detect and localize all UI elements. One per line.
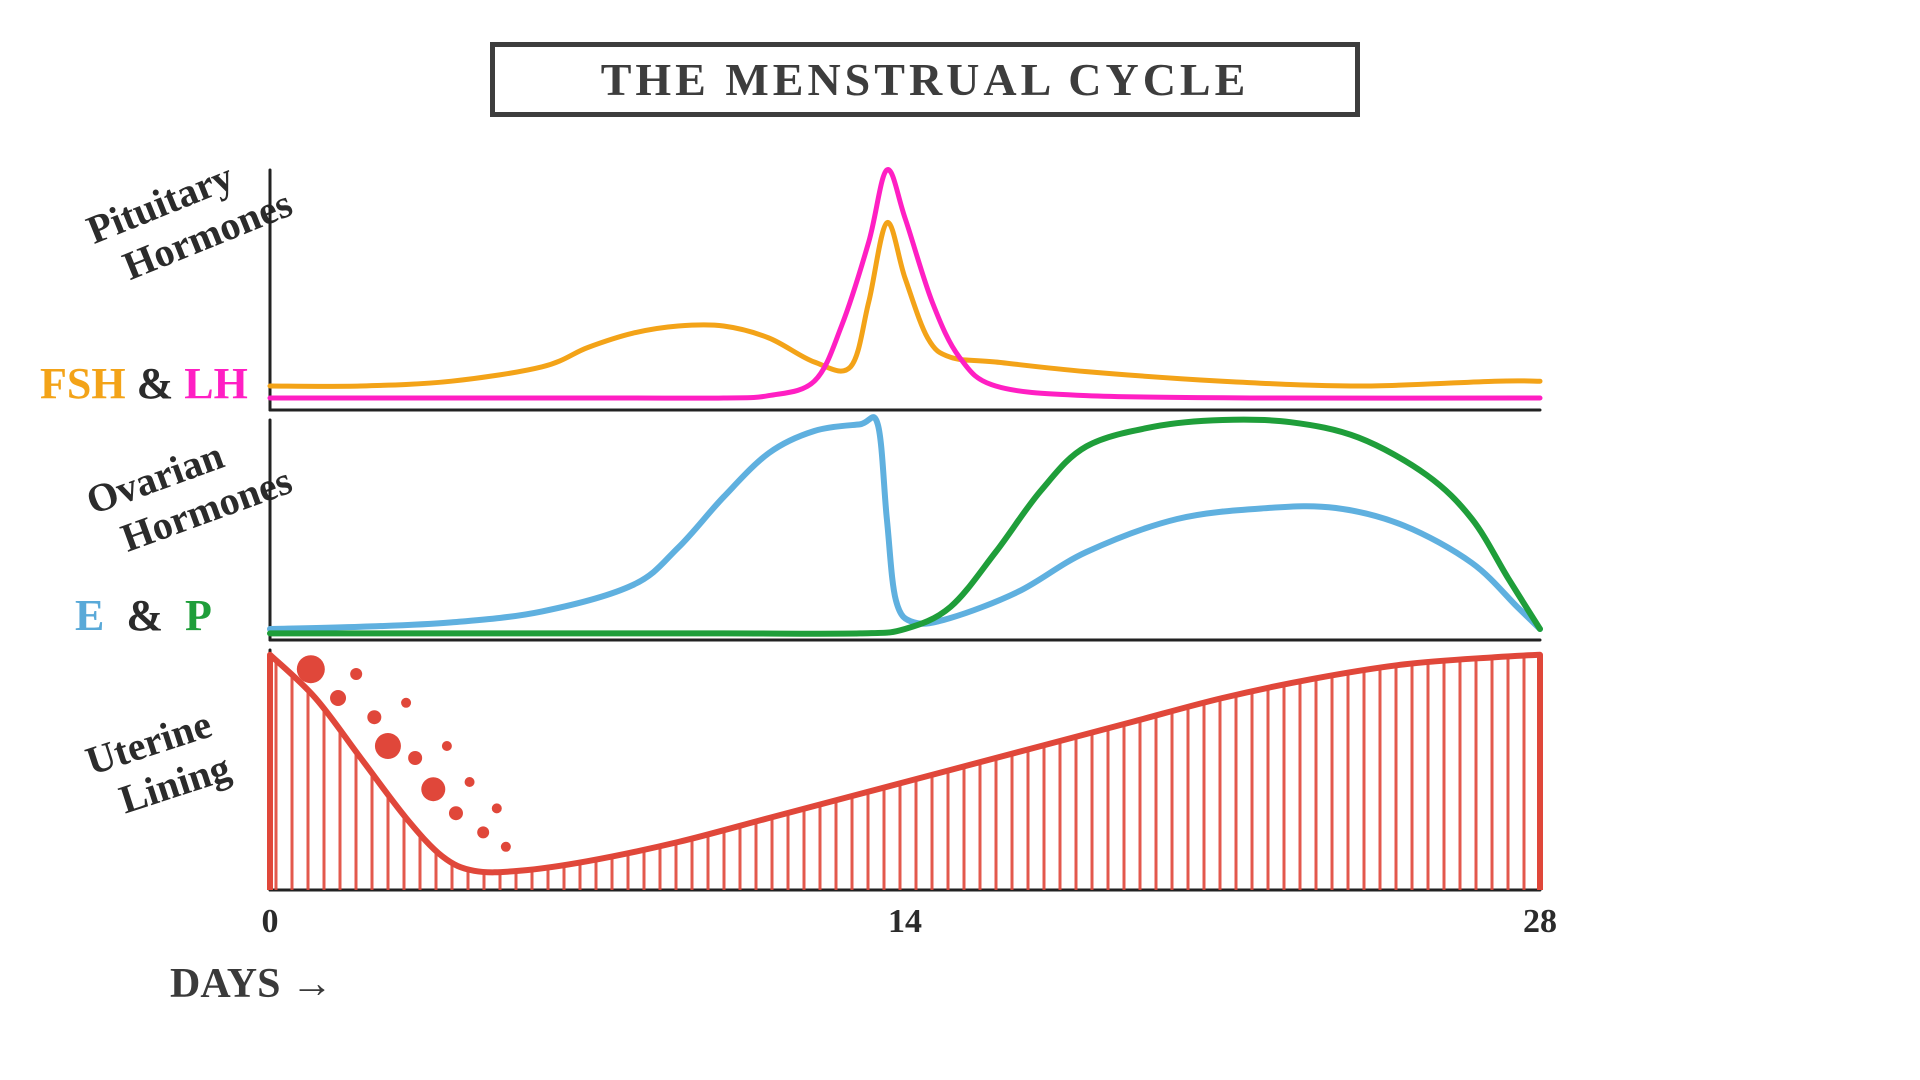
svg-text:14: 14: [888, 903, 922, 940]
series-estrogen: [270, 417, 1540, 629]
svg-text:0: 0: [262, 903, 279, 940]
series-progesterone: [270, 420, 1540, 634]
svg-text:28: 28: [1523, 903, 1557, 940]
plot-svg: 0 14 28: [0, 0, 1920, 1080]
series-fsh: [270, 223, 1540, 387]
diagram-root: { "title": { "text": "THE MENSTRUAL CYCL…: [0, 0, 1920, 1080]
uterine-hatch: [276, 650, 1540, 890]
